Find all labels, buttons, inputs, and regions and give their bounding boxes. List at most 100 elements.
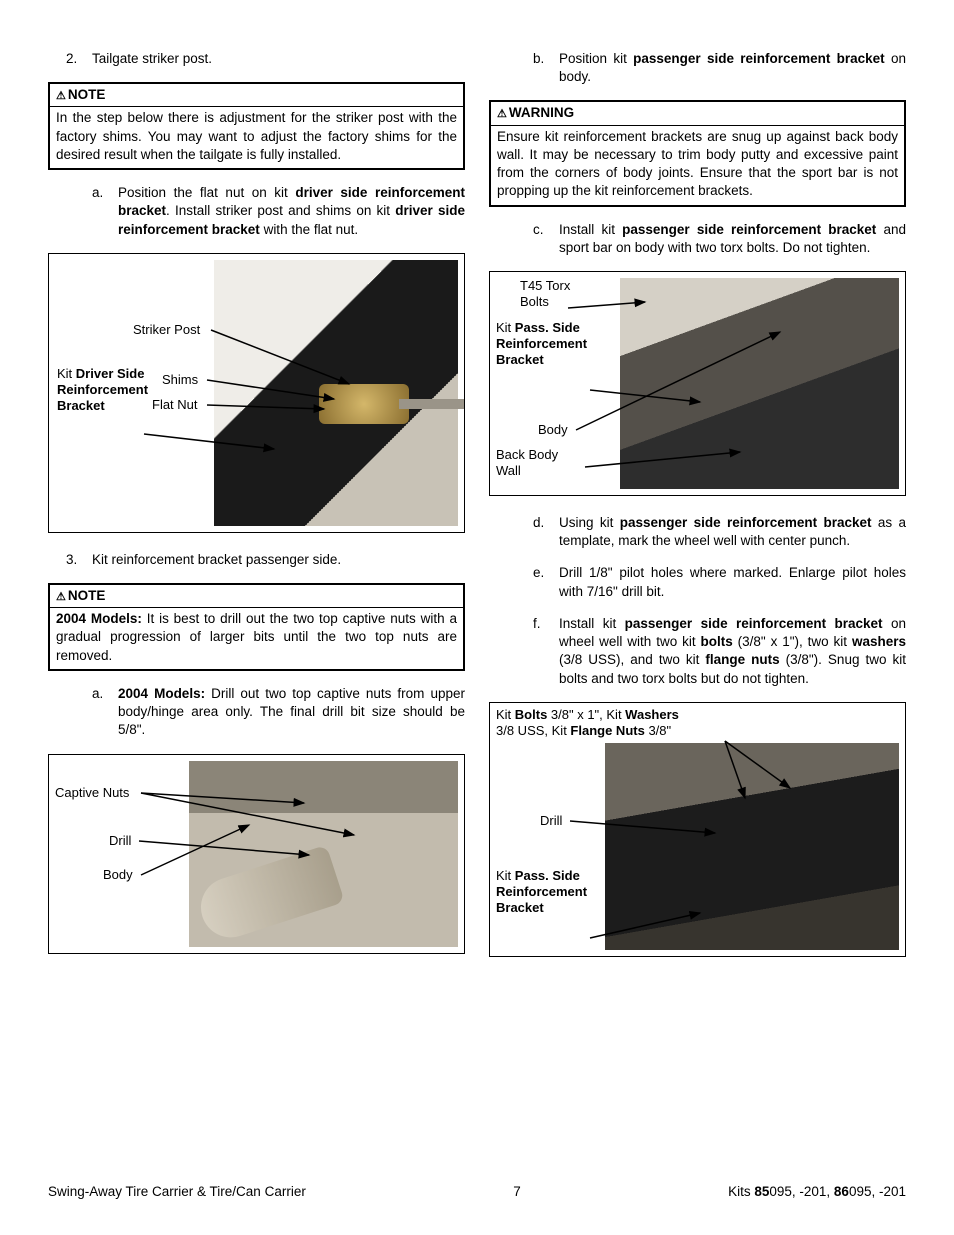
t: Install kit bbox=[559, 222, 622, 237]
step-3a-text: 2004 Models: Drill out two top captive n… bbox=[118, 685, 465, 740]
figure-4: Kit Bolts 3/8" x 1", Kit Washers 3/8 USS… bbox=[489, 702, 906, 957]
t: 2004 Models: bbox=[118, 686, 205, 701]
warning-box: WARNING Ensure kit reinforcement bracket… bbox=[489, 100, 906, 206]
footer-left: Swing-Away Tire Carrier & Tire/Can Carri… bbox=[48, 1183, 306, 1201]
step-b: b. Position kit passenger side reinforce… bbox=[489, 50, 906, 86]
t: Back Body Wall bbox=[496, 447, 558, 478]
fig2-body-label: Body bbox=[103, 867, 133, 883]
step-d: d. Using kit passenger side reinforcemen… bbox=[489, 514, 906, 550]
fig3-photo bbox=[620, 278, 899, 489]
fig4-drill-label: Drill bbox=[540, 813, 562, 829]
step-c-let: c. bbox=[533, 221, 559, 257]
fig4-photo bbox=[605, 743, 899, 950]
t: 095, -201 bbox=[849, 1184, 906, 1199]
t: Kit bbox=[496, 707, 515, 722]
t: T45 Torx Bolts bbox=[520, 278, 570, 309]
figure-1: Striker Post Shims Flat Nut Kit Driver S… bbox=[48, 253, 465, 533]
t: 3/8 USS, Kit bbox=[496, 723, 570, 738]
t: 2004 Models: bbox=[56, 611, 142, 626]
t: Install kit bbox=[559, 616, 625, 631]
step-f-let: f. bbox=[533, 615, 559, 688]
t: Kits bbox=[728, 1184, 754, 1199]
step-e: e. Drill 1/8" pilot holes where marked. … bbox=[489, 564, 906, 600]
step-b-text: Position kit passenger side reinforcemen… bbox=[559, 50, 906, 86]
t: Position kit bbox=[559, 51, 633, 66]
warning-head: WARNING bbox=[491, 102, 904, 125]
t: passenger side reinforcement bracket bbox=[625, 616, 883, 631]
fig3-kit-label: Kit Pass. Side Reinforcement Bracket bbox=[496, 320, 591, 369]
page-columns: 2. Tailgate striker post. NOTE In the st… bbox=[48, 50, 906, 975]
t: 3/8" bbox=[645, 723, 671, 738]
step-3-num: 3. bbox=[66, 551, 92, 569]
left-column: 2. Tailgate striker post. NOTE In the st… bbox=[48, 50, 465, 975]
fig1-brass bbox=[319, 384, 409, 424]
t: . Install striker post and shims on kit bbox=[166, 203, 395, 218]
t: Washers bbox=[625, 707, 679, 722]
t: Kit bbox=[57, 366, 76, 381]
fig3-body-label: Body bbox=[538, 422, 568, 438]
t: Bolts bbox=[515, 707, 548, 722]
step-f: f. Install kit passenger side reinforcem… bbox=[489, 615, 906, 688]
fig3-torx-label: T45 Torx Bolts bbox=[520, 278, 600, 311]
t: passenger side reinforcement bracket bbox=[622, 222, 876, 237]
page-footer: Swing-Away Tire Carrier & Tire/Can Carri… bbox=[48, 1183, 906, 1201]
fig2-drill-label: Drill bbox=[109, 833, 131, 849]
t: bolts bbox=[701, 634, 733, 649]
t: Kit bbox=[496, 868, 515, 883]
t: Position the flat nut on kit bbox=[118, 185, 295, 200]
note-1-body: In the step below there is adjustment fo… bbox=[50, 107, 463, 168]
t: washers bbox=[852, 634, 906, 649]
fig1-shims-label: Shims bbox=[162, 372, 198, 388]
t: Flange Nuts bbox=[570, 723, 644, 738]
step-3: 3. Kit reinforcement bracket passenger s… bbox=[48, 551, 465, 569]
step-c: c. Install kit passenger side reinforcem… bbox=[489, 221, 906, 257]
t: passenger side reinforcement bracket bbox=[633, 51, 885, 66]
step-d-text: Using kit passenger side reinforcement b… bbox=[559, 514, 906, 550]
step-2a-text: Position the flat nut on kit driver side… bbox=[118, 184, 465, 239]
t: (3/8 USS), and two kit bbox=[559, 652, 705, 667]
fig2-captive-label: Captive Nuts bbox=[55, 785, 129, 801]
t: 3/8" x 1", Kit bbox=[547, 707, 625, 722]
step-2a: a. Position the flat nut on kit driver s… bbox=[48, 184, 465, 239]
fig3-back-label: Back Body Wall bbox=[496, 447, 586, 480]
step-d-let: d. bbox=[533, 514, 559, 550]
step-3-text: Kit reinforcement bracket passenger side… bbox=[92, 551, 341, 569]
footer-page: 7 bbox=[513, 1183, 521, 1201]
warning-body: Ensure kit reinforcement brackets are sn… bbox=[491, 126, 904, 205]
step-2-num: 2. bbox=[66, 50, 92, 68]
step-e-text: Drill 1/8" pilot holes where marked. Enl… bbox=[559, 564, 906, 600]
fig4-kit-label: Kit Pass. Side Reinforcement Bracket bbox=[496, 868, 591, 917]
figure-3: T45 Torx Bolts Kit Pass. Side Reinforcem… bbox=[489, 271, 906, 496]
figure-2: Captive Nuts Drill Body bbox=[48, 754, 465, 954]
note-2-body: 2004 Models: It is best to drill out the… bbox=[50, 608, 463, 669]
fig1-rod bbox=[399, 399, 465, 409]
step-f-text: Install kit passenger side reinforcement… bbox=[559, 615, 906, 688]
t: flange nuts bbox=[705, 652, 779, 667]
step-2-text: Tailgate striker post. bbox=[92, 50, 212, 68]
note-2-head: NOTE bbox=[50, 585, 463, 608]
step-e-let: e. bbox=[533, 564, 559, 600]
step-2: 2. Tailgate striker post. bbox=[48, 50, 465, 68]
t: Using kit bbox=[559, 515, 620, 530]
note-2: NOTE 2004 Models: It is best to drill ou… bbox=[48, 583, 465, 671]
t: (3/8" x 1"), two kit bbox=[733, 634, 852, 649]
t: with the flat nut. bbox=[260, 222, 358, 237]
step-2a-let: a. bbox=[92, 184, 118, 239]
t: 86 bbox=[834, 1184, 849, 1199]
t: 095, -201, bbox=[769, 1184, 834, 1199]
fig1-kit-label: Kit Driver Side Reinforcement Bracket bbox=[57, 366, 145, 415]
step-3a-let: a. bbox=[92, 685, 118, 740]
t: 85 bbox=[754, 1184, 769, 1199]
t: Kit bbox=[496, 320, 515, 335]
t: passenger side reinforcement bracket bbox=[620, 515, 872, 530]
note-1-head: NOTE bbox=[50, 84, 463, 107]
fig1-striker-label: Striker Post bbox=[133, 322, 200, 338]
fig4-top-label: Kit Bolts 3/8" x 1", Kit Washers 3/8 USS… bbox=[496, 707, 756, 740]
step-b-let: b. bbox=[533, 50, 559, 86]
step-3a: a. 2004 Models: Drill out two top captiv… bbox=[48, 685, 465, 740]
note-1: NOTE In the step below there is adjustme… bbox=[48, 82, 465, 170]
fig1-flatnut-label: Flat Nut bbox=[152, 397, 198, 413]
right-column: b. Position kit passenger side reinforce… bbox=[489, 50, 906, 975]
step-c-text: Install kit passenger side reinforcement… bbox=[559, 221, 906, 257]
footer-right: Kits 85095, -201, 86095, -201 bbox=[728, 1183, 906, 1201]
